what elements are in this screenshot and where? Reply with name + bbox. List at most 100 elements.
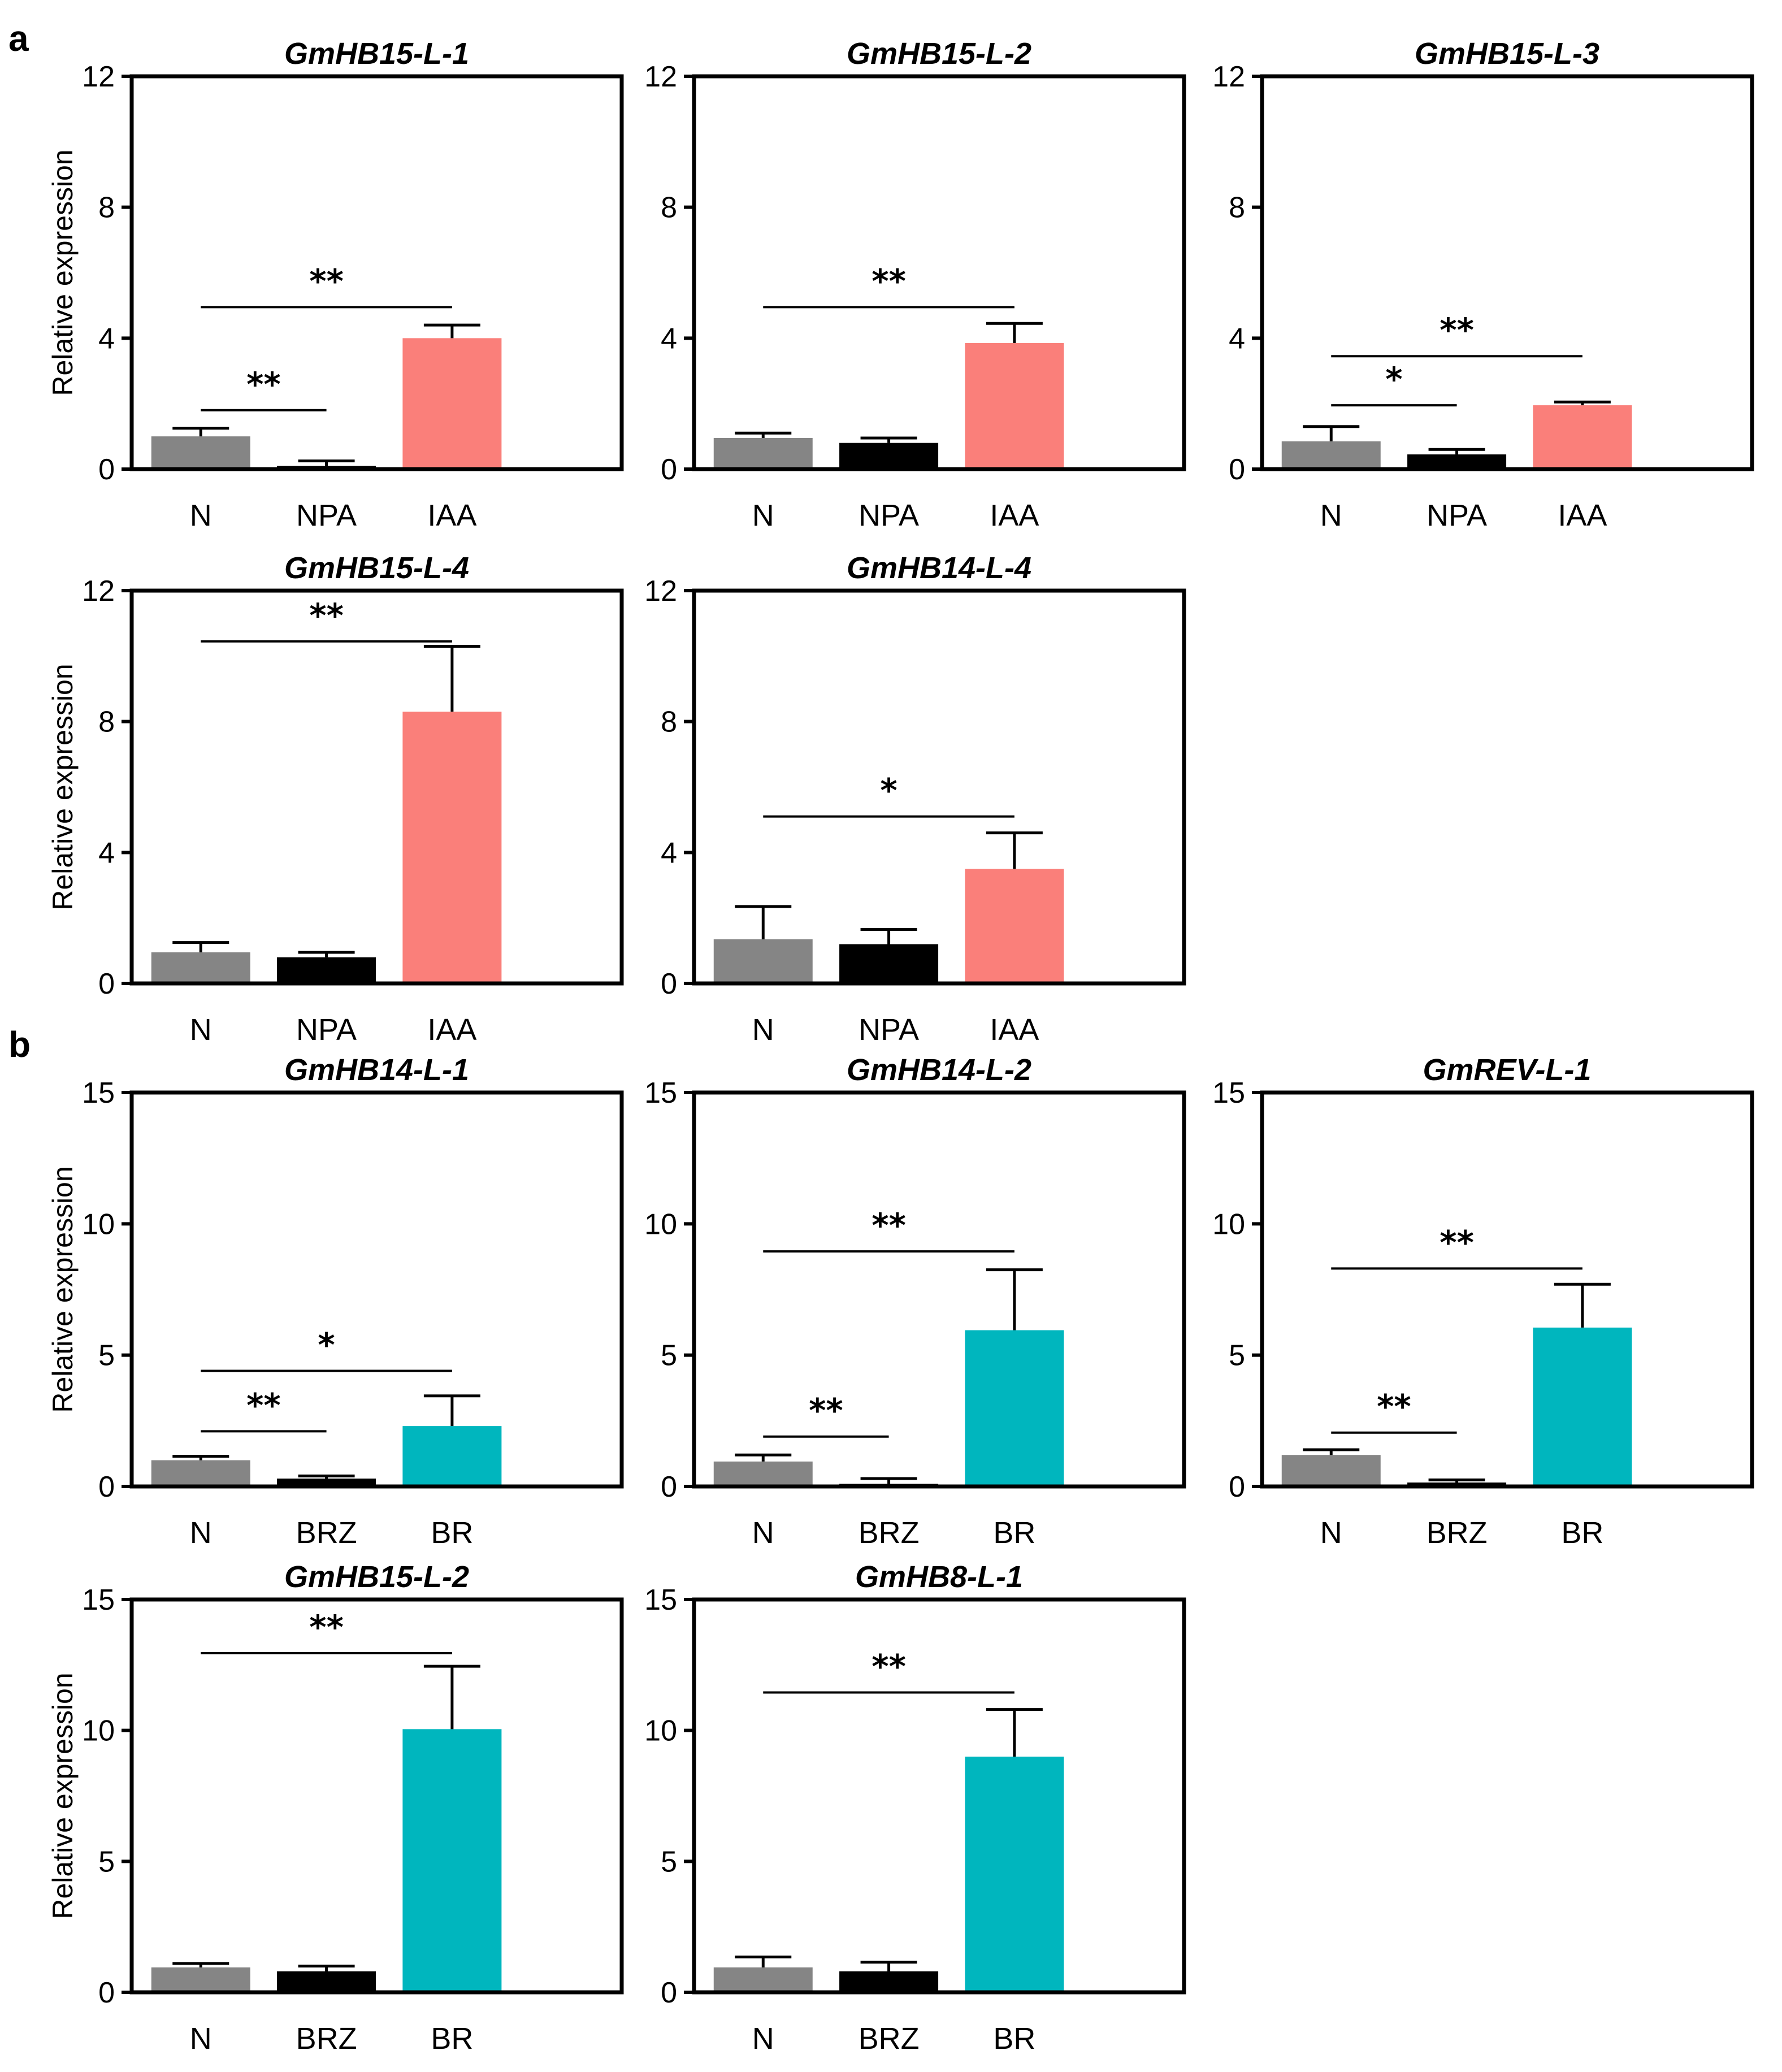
bar-iaa — [402, 338, 502, 469]
chart-8: GmREV-L-1 0 5 10 15 N BRZ BR ** ** — [1212, 1053, 1754, 1550]
plot-frame — [692, 1090, 1186, 1489]
significance-label: ** — [1440, 1223, 1474, 1262]
y-axis-label: Relative expression — [47, 664, 79, 910]
significance-label: ** — [309, 262, 344, 300]
category-label: BR — [431, 2022, 473, 2056]
chart-10: GmHB8-L-1 0 5 10 15 N BRZ BR ** — [644, 1560, 1186, 2056]
y-tick-label: 8 — [661, 192, 677, 224]
bar-br — [965, 1330, 1064, 1486]
chart-title: GmHB14-L-1 — [284, 1053, 469, 1087]
bar-n — [1281, 441, 1381, 469]
chart-title: GmHB15-L-4 — [284, 551, 469, 585]
y-tick-label: 15 — [1212, 1077, 1245, 1109]
y-tick-label: 8 — [661, 706, 677, 739]
y-tick-label: 0 — [98, 1471, 115, 1503]
y-tick-label: 4 — [98, 836, 115, 869]
y-tick-label: 12 — [644, 575, 677, 608]
plot-frame — [1260, 74, 1754, 471]
significance-label: ** — [1440, 311, 1474, 349]
bar-n — [713, 1461, 813, 1486]
significance-label: * — [318, 1326, 335, 1364]
chart-1: GmHB15-L-1 0 4 8 12 Relative expression N NPA IA… — [47, 37, 624, 532]
chart-title: GmHB8-L-1 — [855, 1560, 1023, 1594]
y-tick-label: 12 — [82, 575, 115, 608]
bar-n — [151, 1967, 250, 1992]
y-tick-label: 0 — [98, 453, 115, 486]
category-label: BRZ — [296, 2022, 357, 2056]
category-label: N — [1320, 1516, 1342, 1550]
y-tick-label: 4 — [1229, 322, 1245, 355]
y-tick-label: 15 — [82, 1584, 115, 1616]
y-tick-label: 12 — [1212, 60, 1245, 93]
category-label: N — [752, 1013, 774, 1047]
chart-title: GmHB15-L-1 — [284, 37, 469, 71]
charts-group: GmHB15-L-1 0 4 8 12 Relative expression N NPA IA… — [47, 37, 1754, 2056]
y-axis-label: Relative expression — [47, 1672, 79, 1919]
bar-n — [713, 939, 813, 983]
plot-frame — [692, 1597, 1186, 1995]
y-tick-label: 0 — [661, 968, 677, 1000]
chart-9: GmHB15-L-2 0 5 10 15 Relative expression N BRZ B… — [47, 1560, 624, 2056]
category-label: N — [190, 2022, 212, 2056]
significance-label: ** — [809, 1392, 843, 1430]
plot-frame — [129, 588, 624, 986]
category-label: IAA — [427, 1013, 476, 1047]
plot-frame — [129, 1090, 624, 1489]
chart-title: GmREV-L-1 — [1423, 1053, 1591, 1087]
y-axis-label: Relative expression — [47, 149, 79, 396]
plot-frame — [129, 1597, 624, 1995]
y-tick-label: 5 — [1229, 1340, 1245, 1372]
y-tick-label: 5 — [98, 1340, 115, 1372]
y-tick-label: 5 — [98, 1845, 115, 1878]
category-label: IAA — [990, 499, 1039, 532]
category-label: N — [190, 1013, 212, 1047]
category-label: BR — [431, 1516, 473, 1550]
category-label: N — [752, 1516, 774, 1550]
bar-n — [151, 436, 250, 469]
category-label: N — [752, 2022, 774, 2056]
bar-iaa — [965, 869, 1064, 983]
category-label: NPA — [296, 499, 357, 532]
y-tick-label: 10 — [82, 1715, 115, 1748]
significance-label: * — [1385, 360, 1402, 398]
y-tick-label: 10 — [82, 1208, 115, 1241]
category-label: N — [190, 499, 212, 532]
significance-label: ** — [246, 365, 281, 404]
significance-label: ** — [872, 262, 906, 300]
chart-6: GmHB14-L-1 0 5 10 15 Relative expression N BRZ B… — [47, 1053, 624, 1550]
y-tick-label: 12 — [82, 60, 115, 93]
y-tick-label: 15 — [644, 1077, 677, 1109]
bar-brz — [277, 1971, 376, 1992]
y-tick-label: 4 — [661, 322, 677, 355]
significance-label: ** — [1377, 1388, 1411, 1426]
y-tick-label: 8 — [98, 192, 115, 224]
y-tick-label: 8 — [98, 706, 115, 739]
significance-label: * — [880, 771, 897, 810]
bar-n — [1281, 1455, 1381, 1486]
bar-br — [402, 1729, 502, 1992]
category-label: IAA — [1558, 499, 1607, 532]
category-label: BRZ — [296, 1516, 357, 1550]
y-tick-label: 0 — [98, 968, 115, 1000]
plot-frame — [692, 74, 1186, 471]
chart-title: GmHB15-L-3 — [1415, 37, 1599, 71]
y-tick-label: 0 — [1229, 453, 1245, 486]
category-label: NPA — [1427, 499, 1487, 532]
plot-frame — [1260, 1090, 1754, 1489]
category-label: BR — [993, 1516, 1035, 1550]
category-label: BR — [993, 2022, 1035, 2056]
category-label: N — [752, 499, 774, 532]
chart-4: GmHB15-L-4 0 4 8 12 Relative expression N NPA IA… — [47, 551, 624, 1047]
chart-title: GmHB15-L-2 — [847, 37, 1031, 71]
chart-7: GmHB14-L-2 0 5 10 15 N BRZ BR ** ** — [644, 1053, 1186, 1550]
y-tick-label: 15 — [644, 1584, 677, 1616]
category-label: N — [1320, 499, 1342, 532]
category-label: NPA — [859, 1013, 919, 1047]
significance-label: ** — [246, 1386, 281, 1424]
y-tick-label: 4 — [98, 322, 115, 355]
panel-label-a: a — [8, 18, 29, 59]
y-tick-label: 5 — [661, 1340, 677, 1372]
chart-title: GmHB15-L-2 — [284, 1560, 469, 1594]
bar-n — [151, 952, 250, 983]
y-tick-label: 10 — [644, 1715, 677, 1748]
